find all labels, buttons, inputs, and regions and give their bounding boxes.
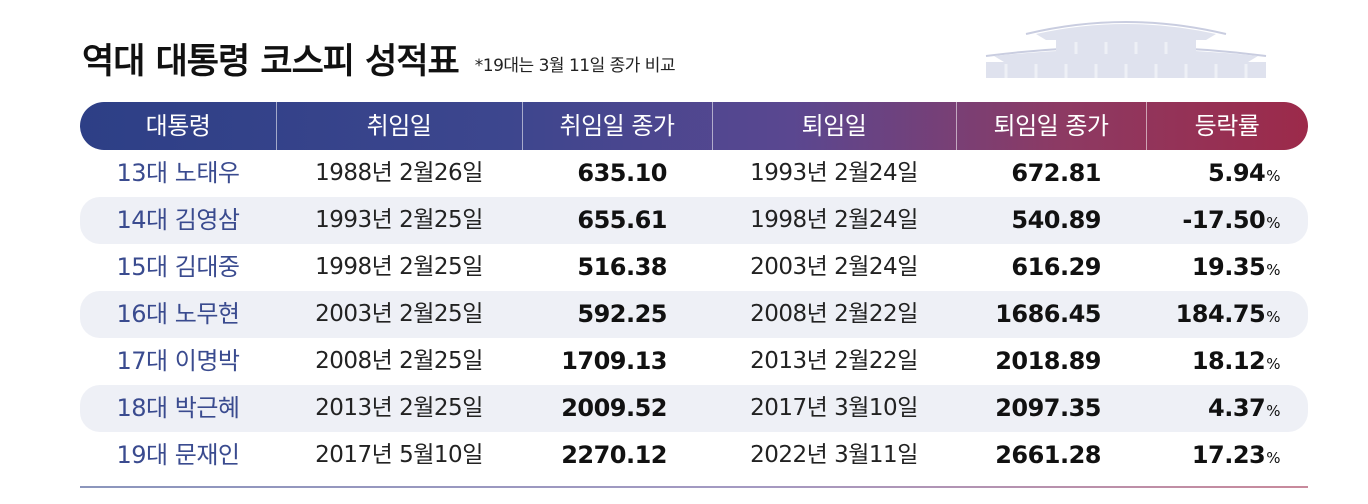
page-title: 역대 대통령 코스피 성적표 (82, 42, 460, 82)
cell-inaug-date: 1998년 2월25일 (315, 254, 483, 280)
cell-leave-date: 1993년 2월24일 (750, 160, 918, 186)
cell-leave-close: 2661.28 (995, 441, 1101, 469)
cell-leave-date: 2008년 2월22일 (750, 301, 918, 327)
cell-inaug-close: 1709.13 (561, 347, 667, 375)
table-row: 13대 노태우 1988년 2월26일 635.10 1993년 2월24일 6… (80, 150, 1308, 197)
cell-inaug-date: 2013년 2월25일 (315, 395, 483, 421)
header-leave-close: 퇴임일 종가 (993, 112, 1109, 140)
header-change-rate: 등락률 (1194, 112, 1260, 140)
cell-leave-date: 1998년 2월24일 (750, 207, 918, 233)
cell-change-rate: 5.94% (1208, 159, 1280, 187)
cell-leave-close: 616.29 (1011, 253, 1101, 281)
cell-change-rate: 184.75% (1175, 300, 1281, 328)
cell-inaug-date: 1993년 2월25일 (315, 207, 483, 233)
cell-leave-close: 540.89 (1011, 206, 1101, 234)
table-bottom-rule (80, 486, 1308, 488)
table-row: 16대 노무현 2003년 2월25일 592.25 2008년 2월22일 1… (80, 291, 1308, 338)
cell-leave-date: 2003년 2월24일 (750, 254, 918, 280)
cell-inaug-date: 2008년 2월25일 (315, 348, 483, 374)
cell-leave-date: 2013년 2월22일 (750, 348, 918, 374)
cell-president: 17대 이명박 (116, 347, 241, 375)
table-row: 17대 이명박 2008년 2월25일 1709.13 2013년 2월22일 … (80, 338, 1308, 385)
header-inaug-date: 취임일 (366, 112, 432, 140)
table-row: 15대 김대중 1998년 2월25일 516.38 2003년 2월24일 6… (80, 244, 1308, 291)
cell-change-rate: 19.35% (1191, 253, 1281, 281)
kospi-table: 대통령 취임일 취임일 종가 퇴임일 퇴임일 종가 등락률 13대 노태우 19… (80, 102, 1308, 479)
cell-change-rate: 4.37% (1208, 394, 1280, 422)
cell-president: 13대 노태우 (116, 159, 241, 187)
cell-inaug-close: 635.10 (577, 159, 667, 187)
cell-leave-date: 2022년 3월11일 (750, 442, 918, 468)
cell-inaug-date: 2003년 2월25일 (315, 301, 483, 327)
cell-leave-close: 2097.35 (995, 394, 1101, 422)
cell-leave-close: 1686.45 (995, 300, 1101, 328)
cell-change-rate: -17.50% (1182, 206, 1280, 234)
cell-president: 19대 문재인 (116, 441, 241, 469)
cell-president: 14대 김영삼 (116, 206, 241, 234)
cell-leave-close: 672.81 (1011, 159, 1101, 187)
cell-leave-close: 2018.89 (995, 347, 1101, 375)
header-inaug-close: 취임일 종가 (559, 112, 675, 140)
table-row: 19대 문재인 2017년 5월10일 2270.12 2022년 3월11일 … (80, 432, 1308, 479)
cell-president: 16대 노무현 (116, 300, 241, 328)
cell-change-rate: 18.12% (1191, 347, 1281, 375)
table-header: 대통령 취임일 취임일 종가 퇴임일 퇴임일 종가 등락률 (80, 102, 1308, 150)
title-area: 역대 대통령 코스피 성적표 *19대는 3월 11일 종가 비교 (82, 30, 676, 82)
cell-inaug-close: 2009.52 (561, 394, 667, 422)
table-row: 14대 김영삼 1993년 2월25일 655.61 1998년 2월24일 5… (80, 197, 1308, 244)
table-row: 18대 박근혜 2013년 2월25일 2009.52 2017년 3월10일 … (80, 385, 1308, 432)
cell-president: 15대 김대중 (116, 253, 241, 281)
header-leave-date: 퇴임일 (801, 112, 867, 140)
cell-inaug-date: 1988년 2월26일 (315, 160, 483, 186)
cell-inaug-close: 655.61 (577, 206, 667, 234)
cell-change-rate: 17.23% (1191, 441, 1281, 469)
cell-leave-date: 2017년 3월10일 (750, 395, 918, 421)
cell-inaug-close: 2270.12 (561, 441, 667, 469)
cell-inaug-date: 2017년 5월10일 (315, 442, 483, 468)
footnote: *19대는 3월 11일 종가 비교 (474, 56, 676, 76)
palace-illustration (985, 21, 1267, 78)
cell-president: 18대 박근혜 (116, 394, 241, 422)
header-president: 대통령 (145, 112, 211, 140)
cell-inaug-close: 516.38 (577, 253, 667, 281)
cell-inaug-close: 592.25 (577, 300, 667, 328)
